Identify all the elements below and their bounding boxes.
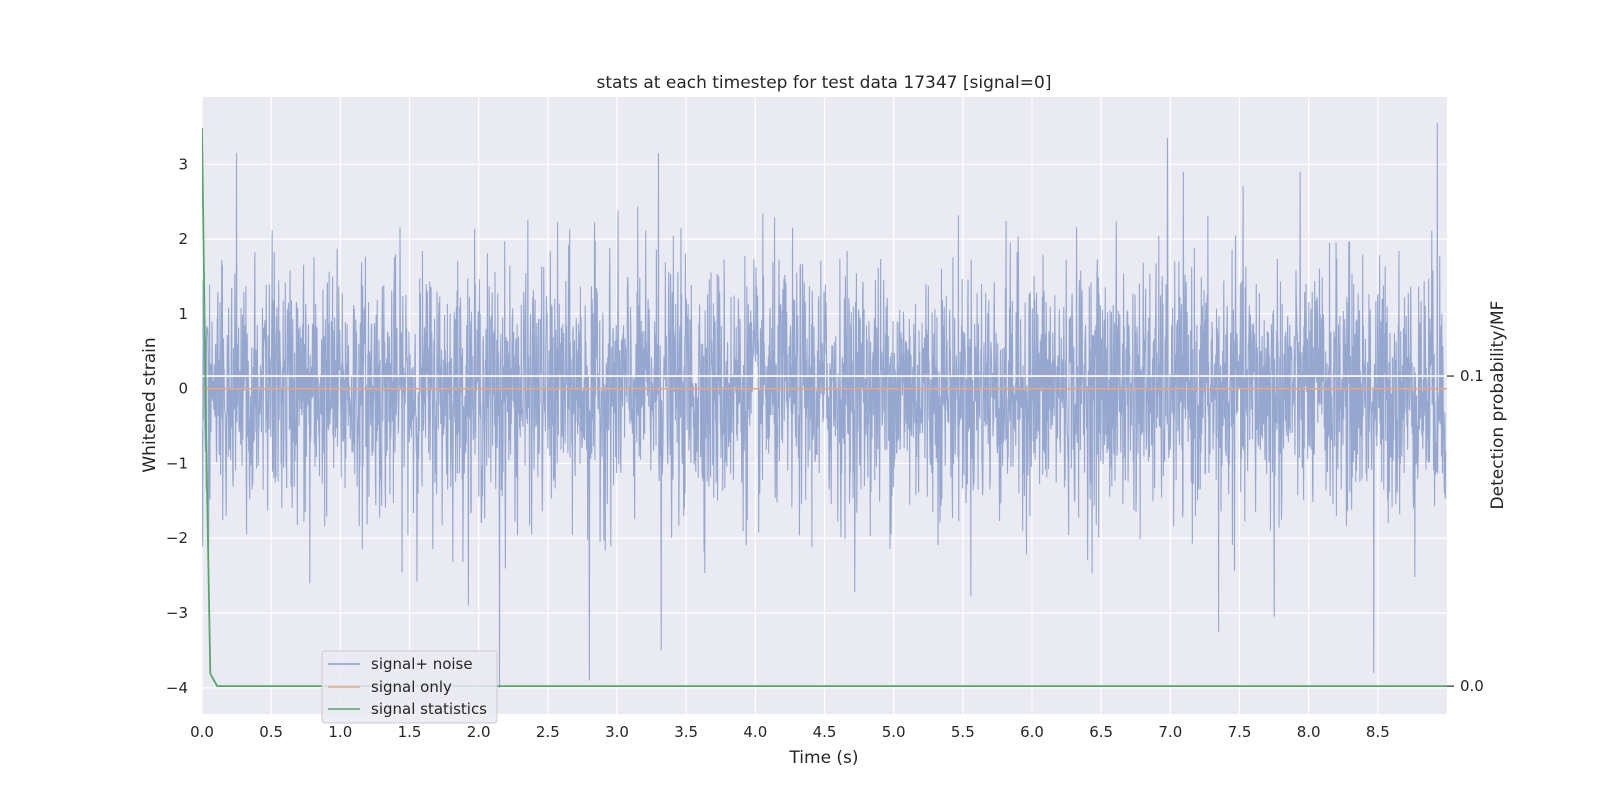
x-tick-label: 3.5: [674, 723, 698, 741]
series-signal-noise-line: [202, 123, 1447, 688]
y-tick-label: −2: [166, 529, 188, 547]
y-tick-label: 3: [178, 155, 188, 173]
x-tick-label: 4.5: [813, 723, 837, 741]
y-tick-label: −4: [166, 679, 188, 697]
y-tick-label: −1: [166, 454, 188, 472]
legend: signal+ noise signal only signal statist…: [321, 650, 498, 724]
x-tick-label: 7.5: [1228, 723, 1252, 741]
y-tick-label: 1: [178, 305, 188, 323]
x-tick-label: 0.5: [259, 723, 283, 741]
y2-axis: 0.1 0.0: [1447, 367, 1484, 695]
series-layer: [202, 123, 1447, 688]
y-tick-label: −3: [166, 604, 188, 622]
x-tick-label: 8.5: [1366, 723, 1390, 741]
x-tick-label: 2.5: [536, 723, 560, 741]
legend-label-signal-noise: signal+ noise: [371, 655, 473, 673]
x-tick-label: 1.0: [328, 723, 352, 741]
y-tick-label: 2: [178, 230, 188, 248]
y-axis-title: Whitened strain: [140, 337, 160, 472]
y-axis: 3 2 1 0 −1 −2 −3 −4: [166, 155, 188, 697]
legend-label-signal-only: signal only: [371, 678, 452, 696]
y2-axis-title: Detection probability/MF: [1488, 301, 1508, 510]
x-tick-label: 2.0: [467, 723, 491, 741]
x-tick-label: 8.0: [1297, 723, 1321, 741]
y2-tick-label: 0.1: [1460, 367, 1484, 385]
x-tick-label: 7.0: [1158, 723, 1182, 741]
x-tick-label: 4.0: [743, 723, 767, 741]
x-tick-label: 5.0: [882, 723, 906, 741]
x-tick-label: 1.5: [398, 723, 422, 741]
x-tick-label: 3.0: [605, 723, 629, 741]
x-tick-label: 0.0: [190, 723, 214, 741]
x-tick-label: 6.5: [1089, 723, 1113, 741]
y2-tick-label: 0.0: [1460, 677, 1484, 695]
x-axis: 0.0 0.5 1.0 1.5 2.0 2.5 3.0 3.5 4.0 4.5 5.0 5.5 6.0 6…: [190, 723, 1390, 741]
chart-title: stats at each timestep for test data 173…: [597, 73, 1052, 93]
x-axis-title: Time (s): [788, 748, 858, 768]
x-tick-label: 5.5: [951, 723, 975, 741]
legend-box: [321, 650, 498, 724]
y-tick-label: 0: [178, 380, 188, 398]
legend-label-signal-statistics: signal statistics: [371, 700, 487, 718]
series-signal-statistics-line: [202, 127, 1447, 687]
x-tick-label: 6.0: [1020, 723, 1044, 741]
